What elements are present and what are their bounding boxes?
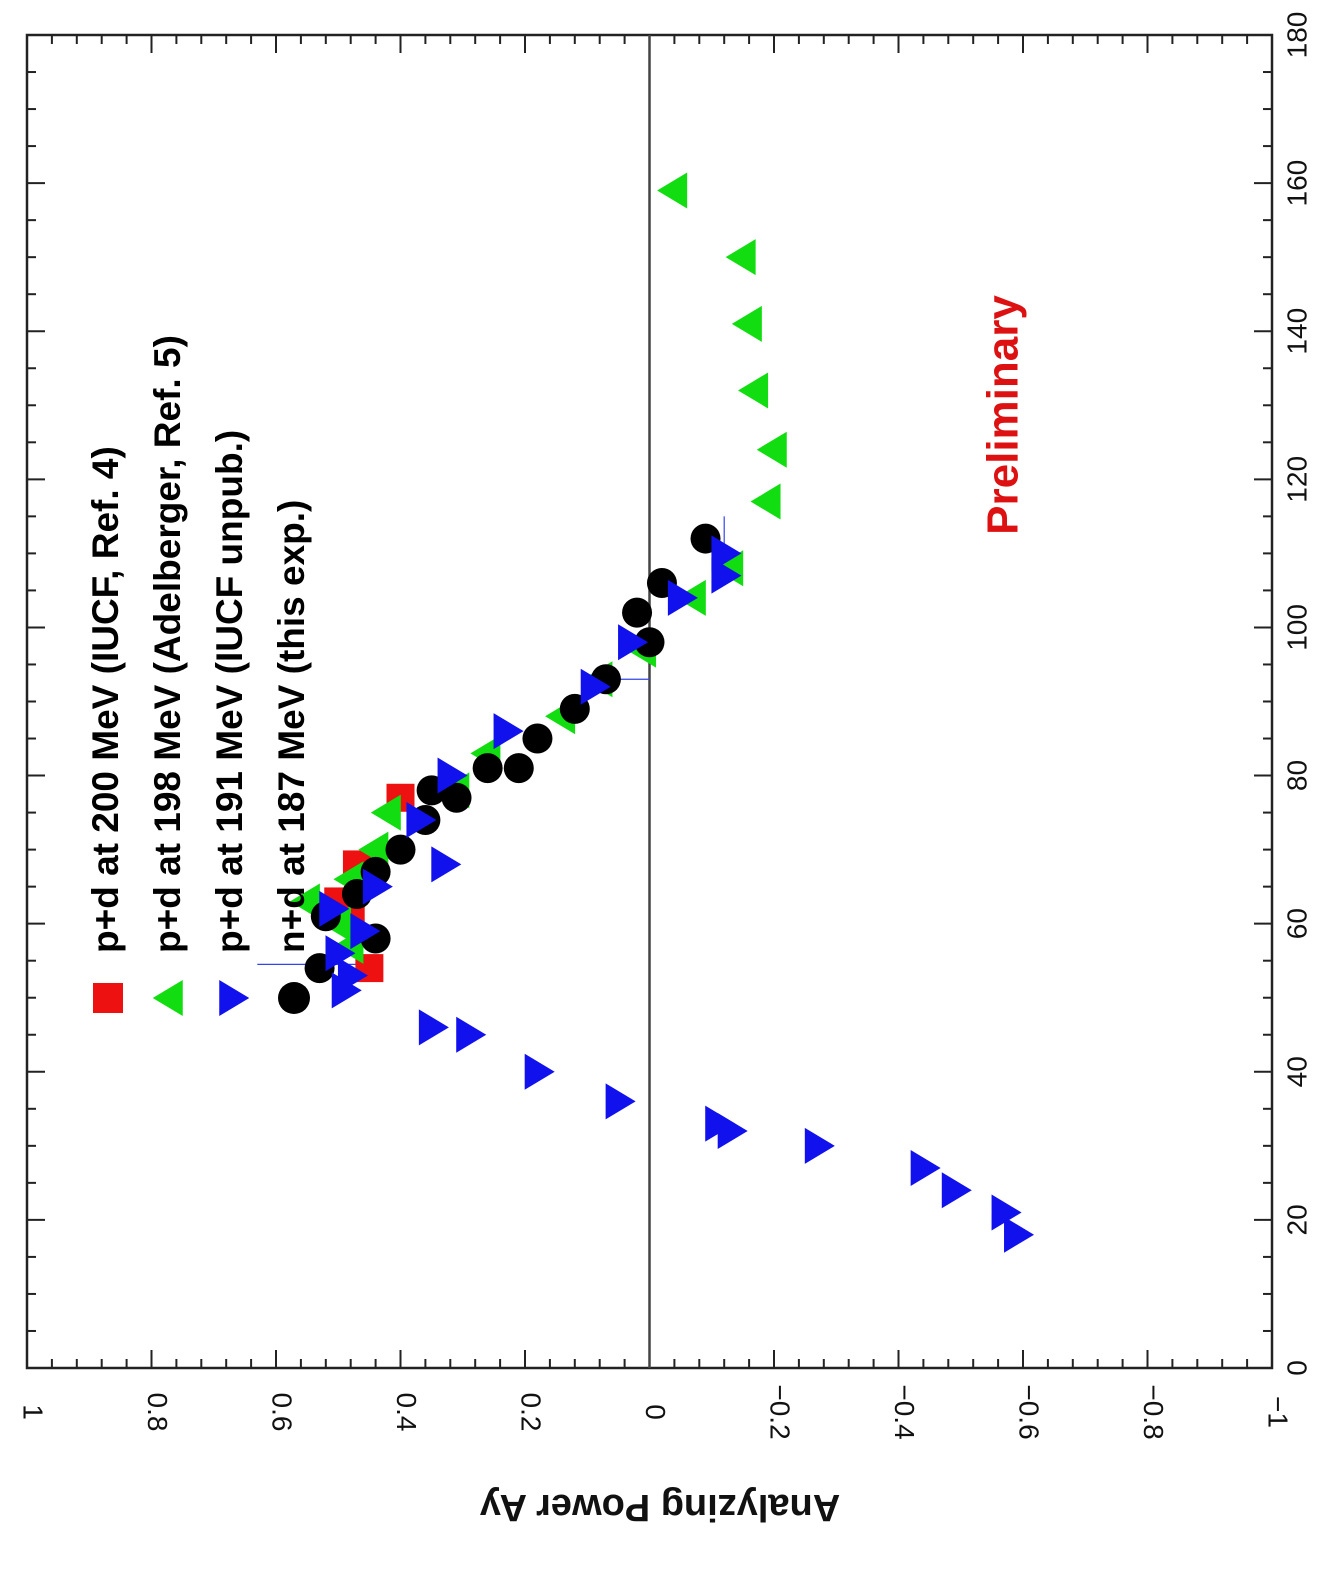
data-point: [725, 239, 756, 276]
x-tick-label: 0.8: [142, 1393, 173, 1432]
data-point: [622, 597, 653, 628]
x-tick-label: 1: [18, 1404, 49, 1420]
legend-marker: [278, 982, 310, 1014]
data-point: [1004, 1216, 1035, 1253]
preliminary-annotation: Preliminary: [979, 295, 1028, 535]
data-point: [418, 1009, 449, 1046]
data-point: [657, 172, 688, 209]
data-point: [580, 668, 611, 705]
x-tick-label: −0.6: [1014, 1384, 1045, 1439]
y-tick-label: 140: [1281, 308, 1312, 355]
data-point: [991, 1194, 1022, 1231]
data-point: [319, 890, 350, 927]
y-tick-label: 160: [1281, 160, 1312, 207]
y-tick-label: 0: [1281, 1360, 1312, 1376]
x-tick-label: −1: [1263, 1396, 1294, 1428]
x-tick-label: −0.4: [889, 1384, 920, 1439]
data-point: [711, 535, 742, 572]
data-point: [437, 757, 468, 794]
legend-marker: [152, 980, 183, 1016]
data-point: [431, 846, 462, 883]
y-tick-label: 20: [1281, 1204, 1312, 1235]
legend-label: n+d at 187 MeV (this exp.): [271, 500, 312, 953]
y-tick-label: 180: [1281, 12, 1312, 59]
data-point: [618, 624, 649, 661]
y-tick-labels: 0 20 40 60 80 100 120 140 160 180: [1281, 12, 1312, 1376]
x-tick-label: 0: [640, 1404, 671, 1420]
legend-label: p+d at 191 MeV (IUCF unpub.): [209, 430, 250, 953]
data-point: [634, 627, 665, 658]
legend-marker: [93, 983, 123, 1013]
data-point: [406, 801, 437, 838]
y-tick-label: 100: [1281, 604, 1312, 651]
data-point: [524, 1053, 555, 1090]
legend-marker: [219, 980, 250, 1016]
y-axis-title: Analyzing Power Ay: [480, 1486, 840, 1528]
data-point: [370, 794, 401, 831]
axis-ticks: [26, 34, 1273, 1369]
data-point: [503, 753, 534, 784]
data-point: [362, 868, 393, 905]
data-point: [910, 1150, 941, 1187]
legend-label: p+d at 200 MeV (IUCF, Ref. 4): [85, 446, 126, 953]
x-tick-label: −0.2: [765, 1384, 796, 1439]
legend: p+d at 200 MeV (IUCF, Ref. 4) p+d at 198 …: [85, 335, 312, 1016]
data-point: [456, 1016, 487, 1053]
x-tick-label: −0.8: [1138, 1384, 1169, 1439]
x-tick-label: 0.4: [391, 1393, 422, 1432]
data-point: [493, 713, 524, 750]
legend-label: p+d at 198 MeV (Adelberger, Ref. 5): [147, 335, 188, 953]
data-point: [441, 782, 472, 813]
data-point: [325, 935, 356, 972]
data-point: [667, 579, 698, 616]
data-point: [738, 372, 769, 409]
data-point: [605, 1083, 636, 1120]
y-tick-label: 40: [1281, 1056, 1312, 1087]
data-point: [385, 834, 416, 865]
data-point: [522, 723, 553, 754]
data-point: [941, 1172, 972, 1209]
data-point: [350, 913, 381, 950]
data-point: [804, 1127, 835, 1164]
x-tick-labels: 1 0.8 0.6 0.4 0.2 0 −0.2 −0.4 −0.6 −0.8 −1: [18, 1384, 1294, 1439]
data-point: [472, 753, 503, 784]
x-tick-label: 0.2: [516, 1393, 547, 1432]
y-tick-label: 60: [1281, 908, 1312, 939]
x-tick-label: 0.6: [267, 1393, 298, 1432]
y-tick-label: 120: [1281, 456, 1312, 503]
data-point: [756, 431, 787, 468]
data-point: [337, 957, 368, 994]
data-point: [705, 1105, 736, 1142]
data-marks: [257, 172, 1035, 1253]
y-tick-label: 80: [1281, 760, 1312, 791]
data-point: [750, 483, 781, 520]
data-point: [731, 305, 762, 342]
